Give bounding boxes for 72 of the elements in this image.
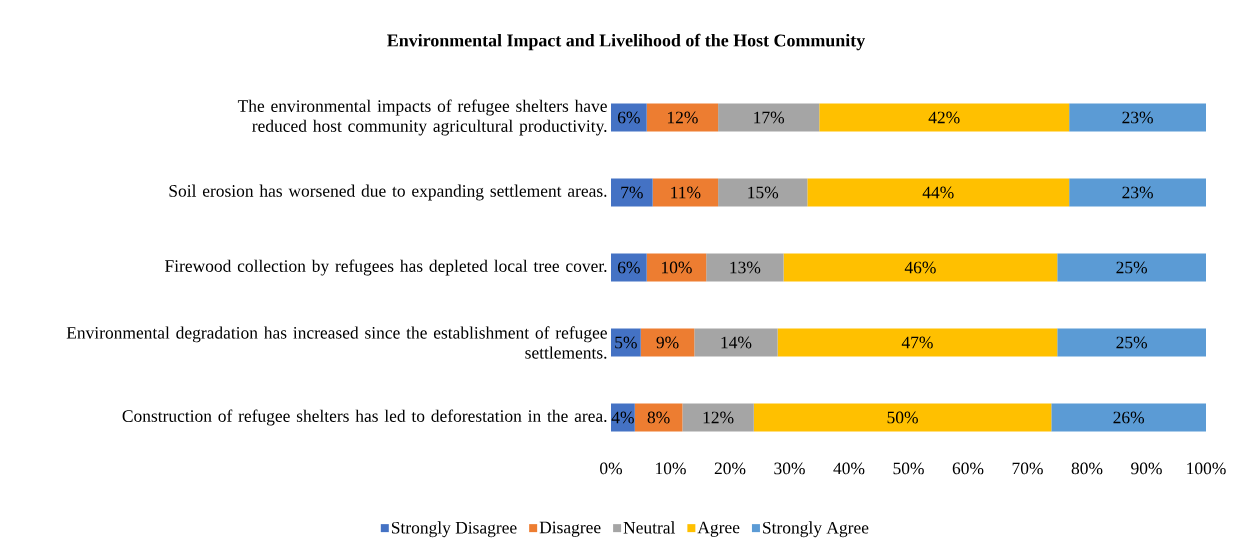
data-label: 26% [1113,411,1145,424]
y-tick-label: Firewood collection by refugees has depleted local tree cover. [165,259,607,276]
bar [652,178,719,207]
data-label: 4% [611,411,634,424]
bar [611,103,647,132]
data-label: 50% [887,411,918,424]
legend-label: Disagree [539,521,601,537]
data-label: 47% [901,336,933,349]
bar [694,328,778,357]
data-label: 5% [615,336,637,349]
legend-label: Strongly Disagree [391,521,517,538]
x-tick-label: 0% [600,462,623,475]
data-label: 46% [904,261,936,274]
bar [634,403,683,432]
data-label: 6% [617,261,640,274]
y-tick-label: The environmental impacts of refugee shelters have reduced host community agricultural productivity. [237,99,607,136]
bar [718,103,820,132]
x-tick-label: 60% [952,462,984,475]
x-tick-label: 90% [1131,462,1162,475]
x-tick-label: 100% [1187,462,1226,475]
bar [611,178,653,207]
bar [819,103,1070,132]
y-tick-label: Soil erosion has worsened due to expanding settlement areas. [169,184,607,201]
y-tick-label: Environmental degradation has increased since the establishment of refugee settlements. [66,326,607,359]
bar [640,328,695,357]
data-label: 12% [703,411,734,424]
data-label: 11% [671,186,701,199]
bar [1051,403,1207,432]
data-label: 10% [662,261,692,274]
bar [753,403,1052,432]
data-label: 14% [721,336,752,349]
data-label: 13% [730,261,761,274]
x-tick-label: 50% [893,462,924,475]
legend-label: Neutral [623,521,676,534]
bar [611,253,647,282]
bar [611,403,635,432]
legend-label: Agree [697,521,740,537]
data-label: 44% [922,186,954,199]
data-label: 25% [1116,336,1148,349]
x-tick-label: 20% [714,462,746,475]
data-label: 42% [928,111,960,124]
x-tick-label: 70% [1012,462,1043,475]
bar [611,328,641,357]
data-label: 23% [1122,186,1153,199]
data-label: 23% [1122,111,1153,124]
bar [1069,103,1207,132]
data-label: 6% [617,111,640,124]
data-label: 17% [754,111,785,124]
x-tick-label: 30% [774,462,805,475]
bar [646,103,719,132]
legend-label: Strongly Agree [763,521,869,538]
x-tick-label: 80% [1071,462,1103,475]
x-tick-label: 10% [656,462,686,475]
chart-title: Environmental Impact and Livelihood of the Host Community [387,33,866,51]
bar [783,253,1058,282]
data-label: 25% [1116,261,1148,274]
data-label: 9% [656,336,679,349]
bar [807,178,1070,207]
bar [682,403,754,432]
data-label: 15% [748,186,779,199]
bar [706,253,784,282]
bar [1057,328,1207,357]
data-label: 8% [647,411,670,424]
bar [777,328,1058,357]
bar [646,253,707,282]
x-tick-label: 40% [833,462,865,475]
bar [1069,178,1207,207]
y-tick-label: Construction of refugee shelters has led to deforestation in the area. [122,409,607,426]
bar [718,178,808,207]
bar [1057,253,1207,282]
data-label: 12% [667,111,698,124]
data-label: 7% [621,186,643,199]
